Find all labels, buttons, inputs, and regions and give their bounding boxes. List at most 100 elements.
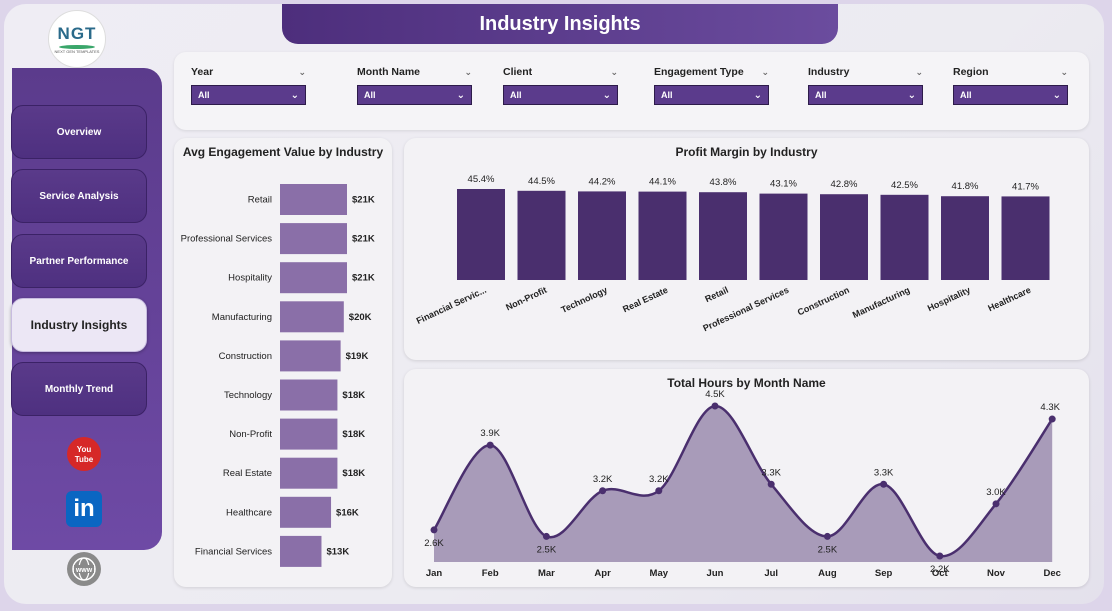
data-label: 45.4%	[468, 174, 495, 185]
nav-overview-button[interactable]: Overview	[11, 105, 147, 159]
bar[interactable]	[1001, 196, 1050, 280]
nav-label: Service Analysis	[39, 190, 119, 202]
nav-service-analysis-button[interactable]: Service Analysis	[11, 169, 147, 223]
youtube-text-top: You	[77, 445, 92, 454]
chevron-down-icon: ⌄	[602, 89, 611, 101]
profit-margin-card: Profit Margin by Industry 45.4% Financial…	[404, 138, 1089, 360]
category-label: Construction	[219, 351, 272, 362]
select-value: All	[510, 90, 522, 100]
data-point[interactable]	[880, 480, 888, 488]
bar[interactable]	[759, 193, 808, 280]
bar[interactable]	[941, 196, 989, 280]
data-point[interactable]	[486, 441, 494, 449]
category-label: Technology	[224, 390, 272, 401]
bar[interactable]	[699, 192, 747, 280]
nav-label: Monthly Trend	[44, 383, 114, 395]
select-value: All	[960, 90, 972, 100]
filter-region: Region ⌄ All ⌄	[953, 64, 1068, 105]
chevron-down-icon[interactable]: ⌄	[1060, 66, 1068, 77]
bar[interactable]	[880, 194, 929, 280]
bar[interactable]	[820, 194, 868, 280]
filter-month-name: Month Name ⌄ All ⌄	[357, 64, 472, 105]
bar[interactable]	[280, 418, 338, 450]
data-label: 3.3K	[761, 467, 781, 478]
data-label: 44.5%	[528, 176, 555, 187]
logo-text: NGT	[57, 24, 97, 43]
chevron-down-icon: ⌄	[753, 89, 762, 101]
data-label: 3.2K	[593, 474, 613, 485]
month-label: May	[650, 568, 669, 579]
data-point[interactable]	[823, 532, 831, 540]
area-fill	[434, 405, 1053, 562]
category-label: Financial Servic...	[415, 285, 488, 326]
logo-swoosh	[59, 45, 95, 49]
total-hours-card: Total Hours by Month Name 2.6K Jan 3.9K Feb…	[404, 369, 1089, 587]
select-value: All	[661, 90, 673, 100]
month-label: Dec	[1043, 568, 1060, 579]
chevron-down-icon[interactable]: ⌄	[915, 66, 923, 77]
data-label: $20K	[349, 312, 372, 323]
dashboard-canvas: Industry Insights NGT NEXT GEN TEMPLATES…	[4, 4, 1104, 604]
bar[interactable]	[280, 301, 344, 333]
data-point[interactable]	[542, 532, 550, 540]
chevron-down-icon[interactable]: ⌄	[464, 66, 472, 77]
data-point[interactable]	[430, 526, 438, 534]
filter-label: Industry	[808, 66, 850, 78]
filter-label: Month Name	[357, 66, 420, 78]
data-point[interactable]	[992, 500, 1000, 508]
data-label: 3.3K	[874, 467, 894, 478]
region-select[interactable]: All ⌄	[953, 85, 1068, 105]
chevron-down-icon[interactable]: ⌄	[298, 66, 306, 77]
category-label: Retail	[703, 285, 729, 304]
data-label: 4.3K	[1040, 402, 1060, 413]
bar[interactable]	[280, 535, 322, 567]
bar[interactable]	[578, 191, 626, 280]
industry-select[interactable]: All ⌄	[808, 85, 923, 105]
engagement-type-select[interactable]: All ⌄	[654, 85, 769, 105]
chart-title: Total Hours by Month Name	[667, 376, 826, 390]
data-point[interactable]	[599, 487, 607, 495]
client-select[interactable]: All ⌄	[503, 85, 618, 105]
bar[interactable]	[280, 223, 347, 255]
chart-title: Profit Margin by Industry	[675, 145, 818, 159]
data-label: 2.5K	[537, 544, 557, 555]
page-title-banner: Industry Insights	[282, 4, 838, 44]
data-point[interactable]	[936, 552, 944, 560]
nav-industry-insights-button[interactable]: Industry Insights	[11, 298, 147, 352]
category-label: Hospitality	[228, 273, 272, 284]
data-label: 41.7%	[1012, 181, 1039, 192]
chevron-down-icon: ⌄	[456, 89, 465, 101]
month-name-select[interactable]: All ⌄	[357, 85, 472, 105]
linkedin-icon[interactable]: in	[66, 491, 102, 527]
bar[interactable]	[457, 189, 505, 280]
data-label: $21K	[352, 195, 375, 206]
bar[interactable]	[280, 340, 341, 372]
data-point[interactable]	[767, 480, 775, 488]
bar[interactable]	[280, 496, 332, 528]
bar[interactable]	[280, 379, 338, 411]
data-point[interactable]	[1048, 415, 1056, 423]
data-point[interactable]	[711, 402, 719, 410]
data-label: 44.2%	[589, 176, 616, 187]
month-label: Feb	[482, 568, 499, 579]
bar[interactable]	[638, 191, 687, 280]
month-label: Aug	[818, 568, 837, 579]
chevron-down-icon[interactable]: ⌄	[610, 66, 618, 77]
nav-monthly-trend-button[interactable]: Monthly Trend	[11, 362, 147, 416]
youtube-icon[interactable]: You Tube	[66, 436, 102, 472]
data-point[interactable]	[655, 487, 663, 495]
data-label: $13K	[326, 546, 349, 557]
nav-partner-performance-button[interactable]: Partner Performance	[11, 234, 147, 288]
filter-engagement-type: Engagement Type ⌄ All ⌄	[654, 64, 769, 105]
year-select[interactable]: All ⌄	[191, 85, 306, 105]
total-hours-chart: 2.6K Jan 3.9K Feb 2.5K Mar 3.2K Apr 3.2K May 4.5K J…	[424, 389, 1061, 579]
web-icon[interactable]: www	[66, 551, 102, 587]
bar[interactable]	[517, 190, 566, 280]
bar[interactable]	[280, 262, 347, 294]
data-label: 43.8%	[710, 177, 737, 188]
chevron-down-icon[interactable]: ⌄	[761, 66, 769, 77]
filter-industry: Industry ⌄ All ⌄	[808, 64, 923, 105]
bar[interactable]	[280, 184, 347, 215]
select-value: All	[364, 90, 376, 100]
bar[interactable]	[280, 457, 338, 489]
